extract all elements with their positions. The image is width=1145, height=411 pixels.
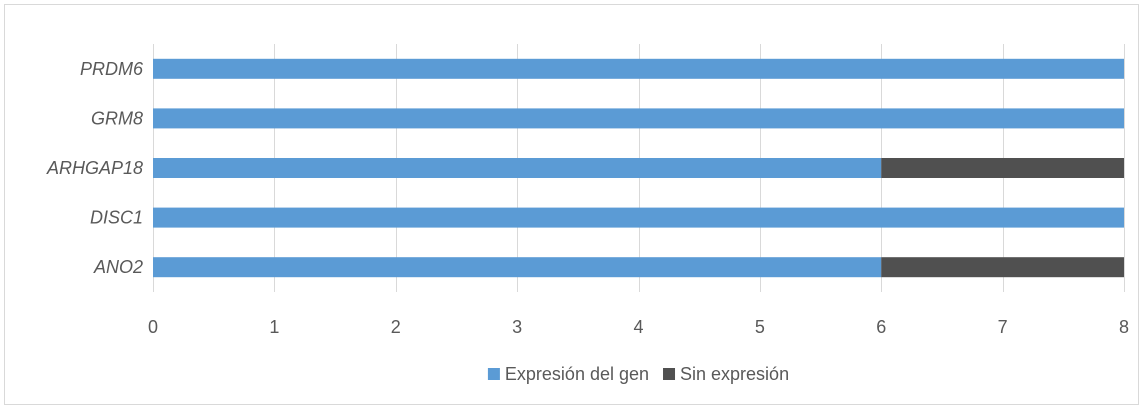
bar-grm8-series-1 <box>153 108 1124 129</box>
x-tick-label: 5 <box>755 317 765 337</box>
x-tick-label: 8 <box>1119 317 1129 337</box>
legend-label: Expresión del gen <box>505 364 649 384</box>
bar-arhgap18-series-2 <box>881 158 1124 178</box>
legend-swatch <box>487 368 500 380</box>
x-tick-label: 7 <box>998 317 1008 337</box>
bars <box>153 58 1124 278</box>
legend-label: Sin expresión <box>680 364 789 384</box>
x-tick-label: 4 <box>633 317 643 337</box>
x-tick-label: 2 <box>391 317 401 337</box>
bar-arhgap18-series-1 <box>153 158 882 178</box>
category-label: PRDM6 <box>80 59 144 79</box>
legend-item: Sin expresión <box>663 364 789 384</box>
category-labels: PRDM6 GRM8 ARHGAP18 DISC1 ANO2 <box>46 59 144 277</box>
category-label: ANO2 <box>93 257 143 277</box>
category-label: ARHGAP18 <box>46 158 143 178</box>
category-label: GRM8 <box>91 108 143 128</box>
bar-ano2-series-1 <box>153 257 882 278</box>
legend-item: Expresión del gen <box>487 364 649 384</box>
x-tick-label: 6 <box>876 317 886 337</box>
x-tick-labels: 0 1 2 3 4 5 6 7 8 <box>148 317 1129 337</box>
legend: Expresión del gen Sin expresión <box>487 364 789 384</box>
x-tick-label: 3 <box>512 317 522 337</box>
x-tick-label: 0 <box>148 317 158 337</box>
x-tick-label: 1 <box>269 317 279 337</box>
category-label: DISC1 <box>90 208 143 228</box>
bar-ano2-series-2 <box>881 257 1124 278</box>
bar-prdm6-series-1 <box>153 58 1124 79</box>
legend-swatch <box>663 368 676 380</box>
bar-disc1-series-1 <box>153 207 1124 228</box>
